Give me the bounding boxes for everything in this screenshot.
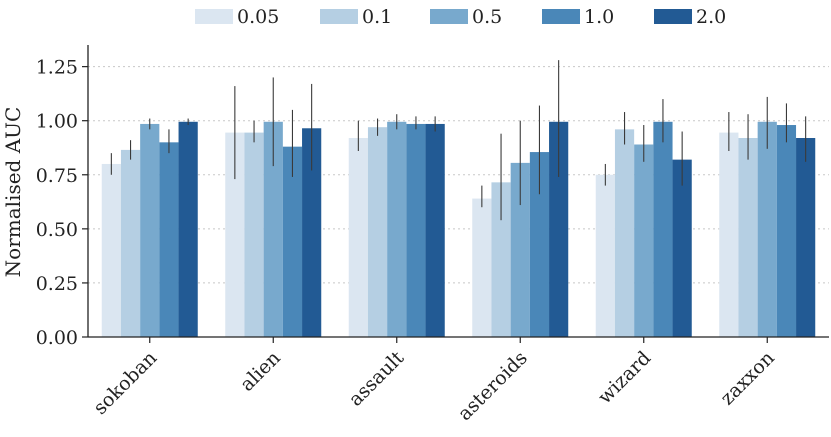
x-tick-label-asteroids: asteroids bbox=[454, 347, 532, 425]
bar-wizard-0.1 bbox=[614, 129, 635, 337]
legend-swatch-1.0 bbox=[542, 9, 580, 24]
bar-wizard-0.5 bbox=[634, 144, 654, 337]
x-tick-labels: sokoban alien assault asteroids wizard zaxxon bbox=[89, 347, 779, 425]
y-tick-label: 0.00 bbox=[36, 327, 78, 349]
bar-assault-0.1 bbox=[367, 127, 388, 337]
bar-sokoban-2.0 bbox=[178, 121, 198, 337]
bar-sokoban-0.05 bbox=[101, 163, 121, 337]
x-tick-label-wizard: wizard bbox=[594, 347, 655, 408]
legend: 0.05 0.1 0.5 1.0 2.0 bbox=[195, 6, 726, 28]
bar-sokoban-0.5 bbox=[140, 123, 160, 337]
bar-assault-1.0 bbox=[406, 123, 426, 337]
legend-label-0.1: 0.1 bbox=[362, 6, 392, 28]
bar-zaxxon-0.1 bbox=[738, 138, 758, 337]
bar-assault-2.0 bbox=[425, 123, 445, 337]
y-tick-labels: 0.00 0.25 0.50 0.75 1.00 1.25 bbox=[36, 57, 78, 349]
legend-swatch-2.0 bbox=[654, 9, 692, 24]
gridlines bbox=[88, 66, 829, 284]
bar-zaxxon-0.5 bbox=[757, 121, 777, 337]
axes bbox=[82, 45, 829, 343]
bar-assault-0.5 bbox=[387, 121, 407, 337]
bar-zaxxon-0.05 bbox=[719, 132, 739, 337]
bar-asteroids-0.5 bbox=[510, 162, 530, 337]
y-tick-label: 1.00 bbox=[36, 111, 78, 133]
y-tick-label: 1.25 bbox=[36, 57, 78, 79]
bars bbox=[101, 121, 816, 337]
bar-alien-0.5 bbox=[263, 121, 283, 337]
bar-alien-1.0 bbox=[282, 146, 303, 337]
y-axis-label: Normalised AUC bbox=[1, 107, 25, 278]
legend-swatch-0.5 bbox=[430, 9, 468, 24]
x-tick-label-sokoban: sokoban bbox=[89, 347, 161, 419]
x-tick-label-alien: alien bbox=[236, 347, 285, 396]
bar-alien-2.0 bbox=[302, 128, 322, 337]
y-tick-label: 0.75 bbox=[36, 165, 78, 187]
legend-swatch-0.05 bbox=[195, 9, 233, 24]
legend-label-1.0: 1.0 bbox=[584, 6, 614, 28]
bar-alien-0.05 bbox=[225, 132, 245, 337]
bar-assault-0.05 bbox=[348, 138, 368, 337]
legend-label-2.0: 2.0 bbox=[696, 6, 726, 28]
legend-swatch-0.1 bbox=[320, 9, 358, 24]
y-tick-label: 0.25 bbox=[36, 273, 78, 295]
bar-wizard-2.0 bbox=[672, 159, 692, 337]
y-tick-label: 0.50 bbox=[36, 219, 78, 241]
legend-label-0.05: 0.05 bbox=[237, 6, 279, 28]
bar-asteroids-0.1 bbox=[491, 182, 511, 337]
bar-asteroids-0.05 bbox=[472, 198, 492, 337]
bar-alien-0.1 bbox=[244, 132, 264, 337]
bar-wizard-0.05 bbox=[595, 174, 615, 337]
bar-wizard-1.0 bbox=[653, 121, 673, 337]
bar-sokoban-0.1 bbox=[120, 149, 141, 337]
bar-asteroids-1.0 bbox=[529, 152, 550, 337]
bar-sokoban-1.0 bbox=[159, 142, 179, 337]
bar-zaxxon-2.0 bbox=[796, 138, 816, 337]
bar-asteroids-2.0 bbox=[549, 121, 569, 337]
x-tick-label-zaxxon: zaxxon bbox=[716, 347, 779, 410]
x-tick-label-assault: assault bbox=[345, 347, 409, 411]
bar-zaxxon-1.0 bbox=[776, 125, 797, 337]
error-bars bbox=[110, 60, 807, 221]
legend-label-0.5: 0.5 bbox=[472, 6, 502, 28]
